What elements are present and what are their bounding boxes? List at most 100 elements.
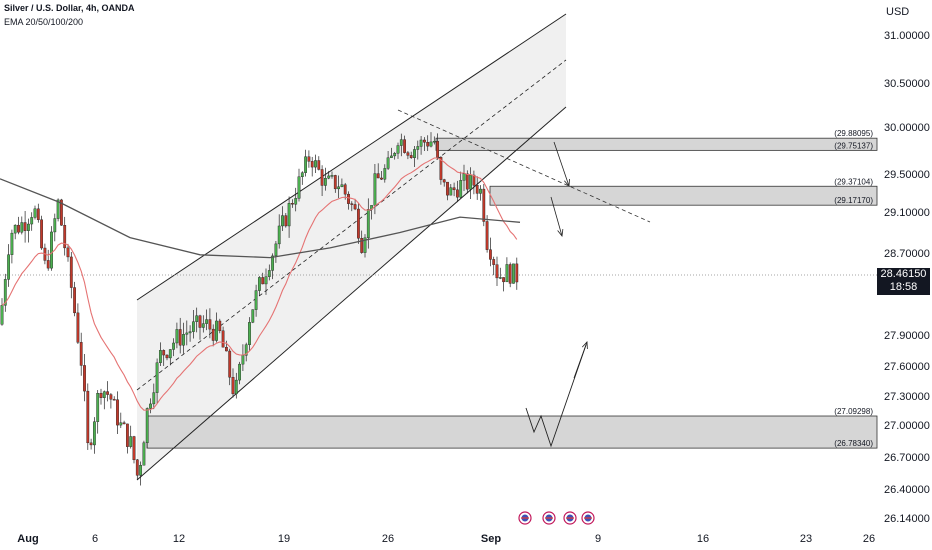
zone-1 (435, 137, 878, 151)
candle-body (69, 256, 73, 288)
zone-1-top-label: (29.88095) (834, 129, 873, 138)
y-tick-label: 30.00000 (884, 122, 930, 134)
candle-body (99, 393, 103, 398)
candle-body (116, 399, 119, 426)
candle-body (479, 188, 482, 194)
candle-body (73, 287, 77, 314)
x-tick-label: Sep (481, 533, 501, 545)
y-tick-label: 28.70000 (884, 248, 930, 260)
candle-body (102, 391, 106, 398)
y-tick-label: 27.60000 (884, 361, 930, 373)
candle-body (357, 208, 360, 239)
current-price-tag: 28.46150 18:58 (877, 268, 930, 295)
candle-body (145, 408, 149, 444)
candle-body (248, 322, 251, 345)
candle-body (320, 169, 324, 186)
candle-body (436, 140, 439, 158)
candle-body (224, 346, 228, 352)
candle-body (53, 218, 57, 233)
candle-body (396, 145, 400, 154)
candle-body (228, 350, 232, 378)
candle-body (482, 188, 486, 222)
candle-body (79, 342, 83, 366)
candle-body (264, 276, 268, 285)
candle-body (7, 254, 11, 280)
y-tick-label: 29.10000 (884, 207, 930, 219)
candle-body (60, 199, 63, 226)
y-tick-label: 26.40000 (884, 484, 930, 496)
candle-body (198, 315, 202, 328)
candle-body (50, 231, 53, 269)
candle-body (158, 350, 162, 363)
zone-2 (489, 185, 878, 206)
candle-body (475, 185, 479, 194)
candle-body (129, 436, 133, 447)
candle-body (46, 260, 50, 269)
x-tick-label: 23 (800, 533, 812, 545)
candle-body (20, 222, 24, 233)
candle-body (386, 157, 390, 169)
candle-body (125, 423, 129, 447)
candle-body (416, 146, 420, 150)
candle-body (195, 315, 199, 322)
candle-body (83, 365, 86, 392)
candle-body (508, 264, 512, 284)
x-tick-label: 19 (278, 533, 290, 545)
candle-body (442, 179, 446, 183)
candle-body (502, 277, 505, 283)
candle-body (241, 355, 245, 365)
arrow-down-2-head (557, 229, 564, 237)
candle-body (360, 238, 364, 253)
candle-body (254, 290, 258, 310)
candle-body (380, 177, 383, 180)
candle-body (155, 362, 159, 393)
candle-body (33, 208, 37, 218)
indicator-legend: EMA 20/50/100/200 (4, 17, 84, 27)
channel-upper-line (136, 13, 567, 301)
candle-body (17, 224, 20, 233)
candle-body (13, 224, 17, 234)
candle-body (231, 377, 235, 395)
candle-body (63, 225, 67, 249)
projection-path (525, 344, 587, 448)
candle-body (106, 391, 110, 395)
x-tick-label: 26 (863, 533, 875, 545)
candle-body (459, 180, 463, 198)
bar-countdown: 18:58 (889, 281, 918, 293)
candle-body (409, 155, 413, 158)
candle-body (175, 329, 179, 344)
candle-body (324, 177, 327, 186)
candle-body (112, 399, 116, 401)
candle-body (56, 199, 60, 219)
candle-body (122, 422, 126, 425)
y-tick-label: 29.50000 (884, 169, 930, 181)
candle-body (238, 363, 241, 381)
candle-body (165, 354, 169, 359)
candle-body (304, 156, 307, 173)
ema-fast-line (1, 157, 518, 411)
candle-body (449, 187, 453, 196)
candle-body (251, 309, 255, 323)
candle-body (469, 174, 472, 190)
candle-body (96, 393, 100, 422)
candle-body (462, 173, 466, 181)
candle-body (30, 217, 34, 225)
candle-body (277, 225, 281, 245)
candle-body (185, 332, 189, 335)
y-tick-label: 31.00000 (884, 30, 930, 42)
candle-body (330, 175, 334, 177)
candle-body (86, 390, 90, 444)
candle-body (201, 323, 205, 328)
candle-body (168, 349, 172, 359)
candle-body (343, 184, 347, 195)
candle-body (10, 232, 14, 255)
candle-body (287, 203, 291, 227)
candle-body (492, 259, 496, 265)
candle-body (452, 187, 456, 191)
candle-body (119, 422, 123, 426)
candle-body (244, 344, 248, 356)
y-tick-label: 30.50000 (884, 78, 930, 90)
candle-body (317, 160, 321, 170)
candle-body (149, 403, 152, 409)
